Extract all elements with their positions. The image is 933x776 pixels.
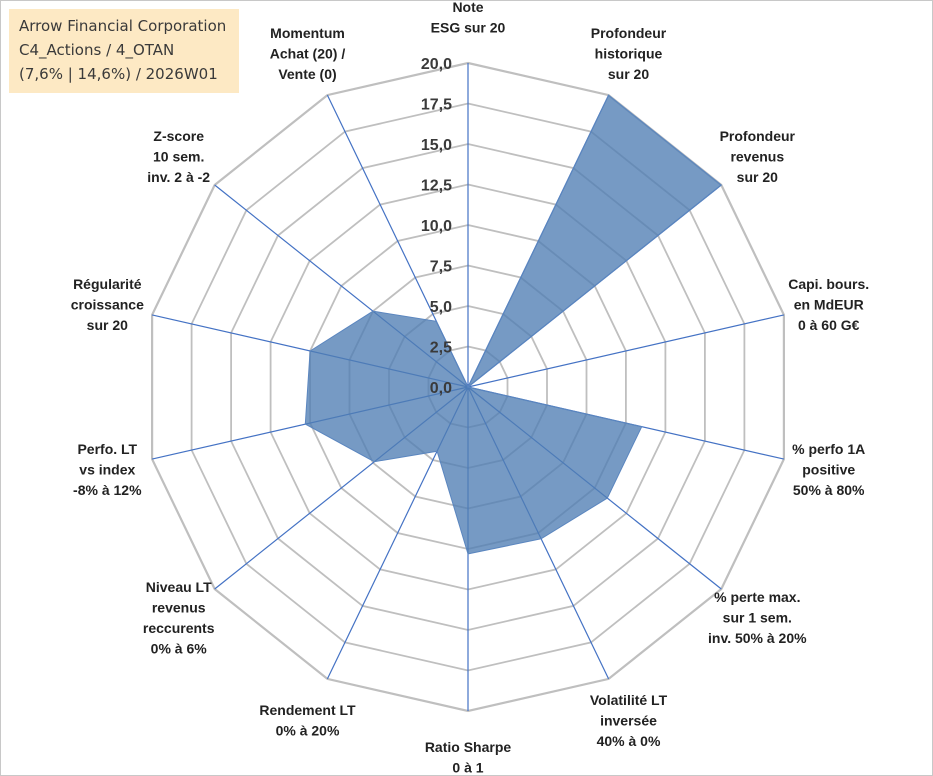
axis-label-line: Profondeur [591, 25, 667, 41]
axis-label-line: historique [595, 46, 663, 62]
axis-label-line: inversée [600, 712, 657, 728]
axis-label-line: 0 à 1 [452, 759, 483, 775]
tick-label: 5,0 [430, 299, 452, 316]
axis-label-line: Niveau LT [146, 579, 212, 595]
tick-label: 20,0 [421, 56, 452, 73]
axis-label: Profondeur historique sur 20 [591, 25, 667, 82]
axis-label: Profondeur revenus sur 20 [720, 128, 796, 185]
radial-tick-labels: 0,0 2,5 5,0 7,5 10,0 12,5 15,0 17,5 20,0 [421, 56, 452, 397]
period-label: (7,6% | 14,6%) / 2026W01 [19, 65, 218, 83]
axis-label-line: 50% à 80% [793, 482, 865, 498]
category-label: C4_Actions / 4_OTAN [19, 41, 175, 59]
axis-label-line: Capi. bours. [788, 276, 869, 292]
axis-label-line: croissance [71, 297, 144, 313]
axis-label-line: % perfo 1A [792, 441, 865, 457]
axis-label-line: -8% à 12% [73, 482, 142, 498]
data-area [304, 94, 723, 555]
axis-label-line: inv. 2 à -2 [147, 169, 210, 185]
axis-label: Rendement LT 0% à 20% [259, 702, 356, 739]
axis-label: Perfo. LT vs index -8% à 12% [73, 441, 142, 498]
axis-label-line: sur 20 [608, 66, 649, 82]
axis-label-line: positive [802, 461, 855, 477]
tick-label: 0,0 [430, 380, 452, 397]
axis-label-line: Achat (20) / [270, 46, 346, 62]
company-name: Arrow Financial Corporation [19, 17, 227, 35]
axis-label-line: ESG sur 20 [431, 19, 506, 35]
axis-label-line: 0 à 60 G€ [798, 317, 860, 333]
axis-label: Capi. bours. en MdEUR 0 à 60 G€ [788, 276, 869, 333]
tick-label: 7,5 [430, 259, 452, 276]
info-box: Arrow Financial Corporation C4_Actions /… [9, 9, 239, 93]
axis-label: Note ESG sur 20 [431, 1, 506, 35]
axis-label-line: Régularité [73, 276, 142, 292]
axis-label-line: revenus [730, 148, 784, 164]
tick-label: 17,5 [421, 97, 452, 114]
axis-label: Z-score 10 sem. inv. 2 à -2 [147, 128, 210, 185]
axis-label-line: reccurents [143, 620, 215, 636]
axis-label-line: revenus [152, 599, 206, 615]
axis-label-line: 0% à 20% [276, 723, 340, 739]
axis-label-line: Momentum [270, 25, 345, 41]
tick-label: 15,0 [421, 137, 452, 154]
axis-label-line: 10 sem. [153, 148, 204, 164]
axis-label-line: Z-score [153, 128, 204, 144]
axis-label-line: sur 20 [87, 317, 128, 333]
axis-label-line: Note [452, 1, 483, 15]
axis-labels: Note ESG sur 20 Profondeur historique sur 20… [71, 1, 869, 775]
axis-label-line: Profondeur [720, 128, 796, 144]
axis-label-line: inv. 50% à 20% [708, 630, 807, 646]
axis-label: Niveau LT revenus reccurents 0% à 6% [143, 579, 215, 657]
axis-label: % perfo 1A positive 50% à 80% [792, 441, 865, 498]
axis-label: Régularité croissance sur 20 [71, 276, 144, 333]
axis-label: Volatilité LT inversée 40% à 0% [590, 692, 668, 749]
axis-label-line: Perfo. LT [77, 441, 137, 457]
axis-label-line: Rendement LT [259, 702, 356, 718]
axis-label-line: en MdEUR [794, 297, 864, 313]
axis-label-line: Volatilité LT [590, 692, 668, 708]
axis-label: Ratio Sharpe 0 à 1 [425, 739, 512, 775]
axis-label-line: 0% à 6% [151, 640, 208, 656]
axis-label-line: Vente (0) [278, 66, 336, 82]
axis-spoke [467, 314, 785, 388]
axis-label-line: sur 1 sem. [723, 610, 792, 626]
axis-label-line: 40% à 0% [597, 733, 661, 749]
axis-label: % perte max. sur 1 sem. inv. 50% à 20% [708, 589, 807, 646]
axis-label-line: % perte max. [714, 589, 800, 605]
axis-label: Momentum Achat (20) / Vente (0) [270, 25, 346, 82]
radar-series [304, 94, 723, 555]
tick-label: 12,5 [421, 178, 452, 195]
tick-label: 2,5 [430, 340, 452, 357]
axis-label-line: sur 20 [737, 169, 778, 185]
axis-label-line: vs index [79, 461, 135, 477]
axis-label-line: Ratio Sharpe [425, 739, 512, 755]
tick-label: 10,0 [421, 218, 452, 235]
